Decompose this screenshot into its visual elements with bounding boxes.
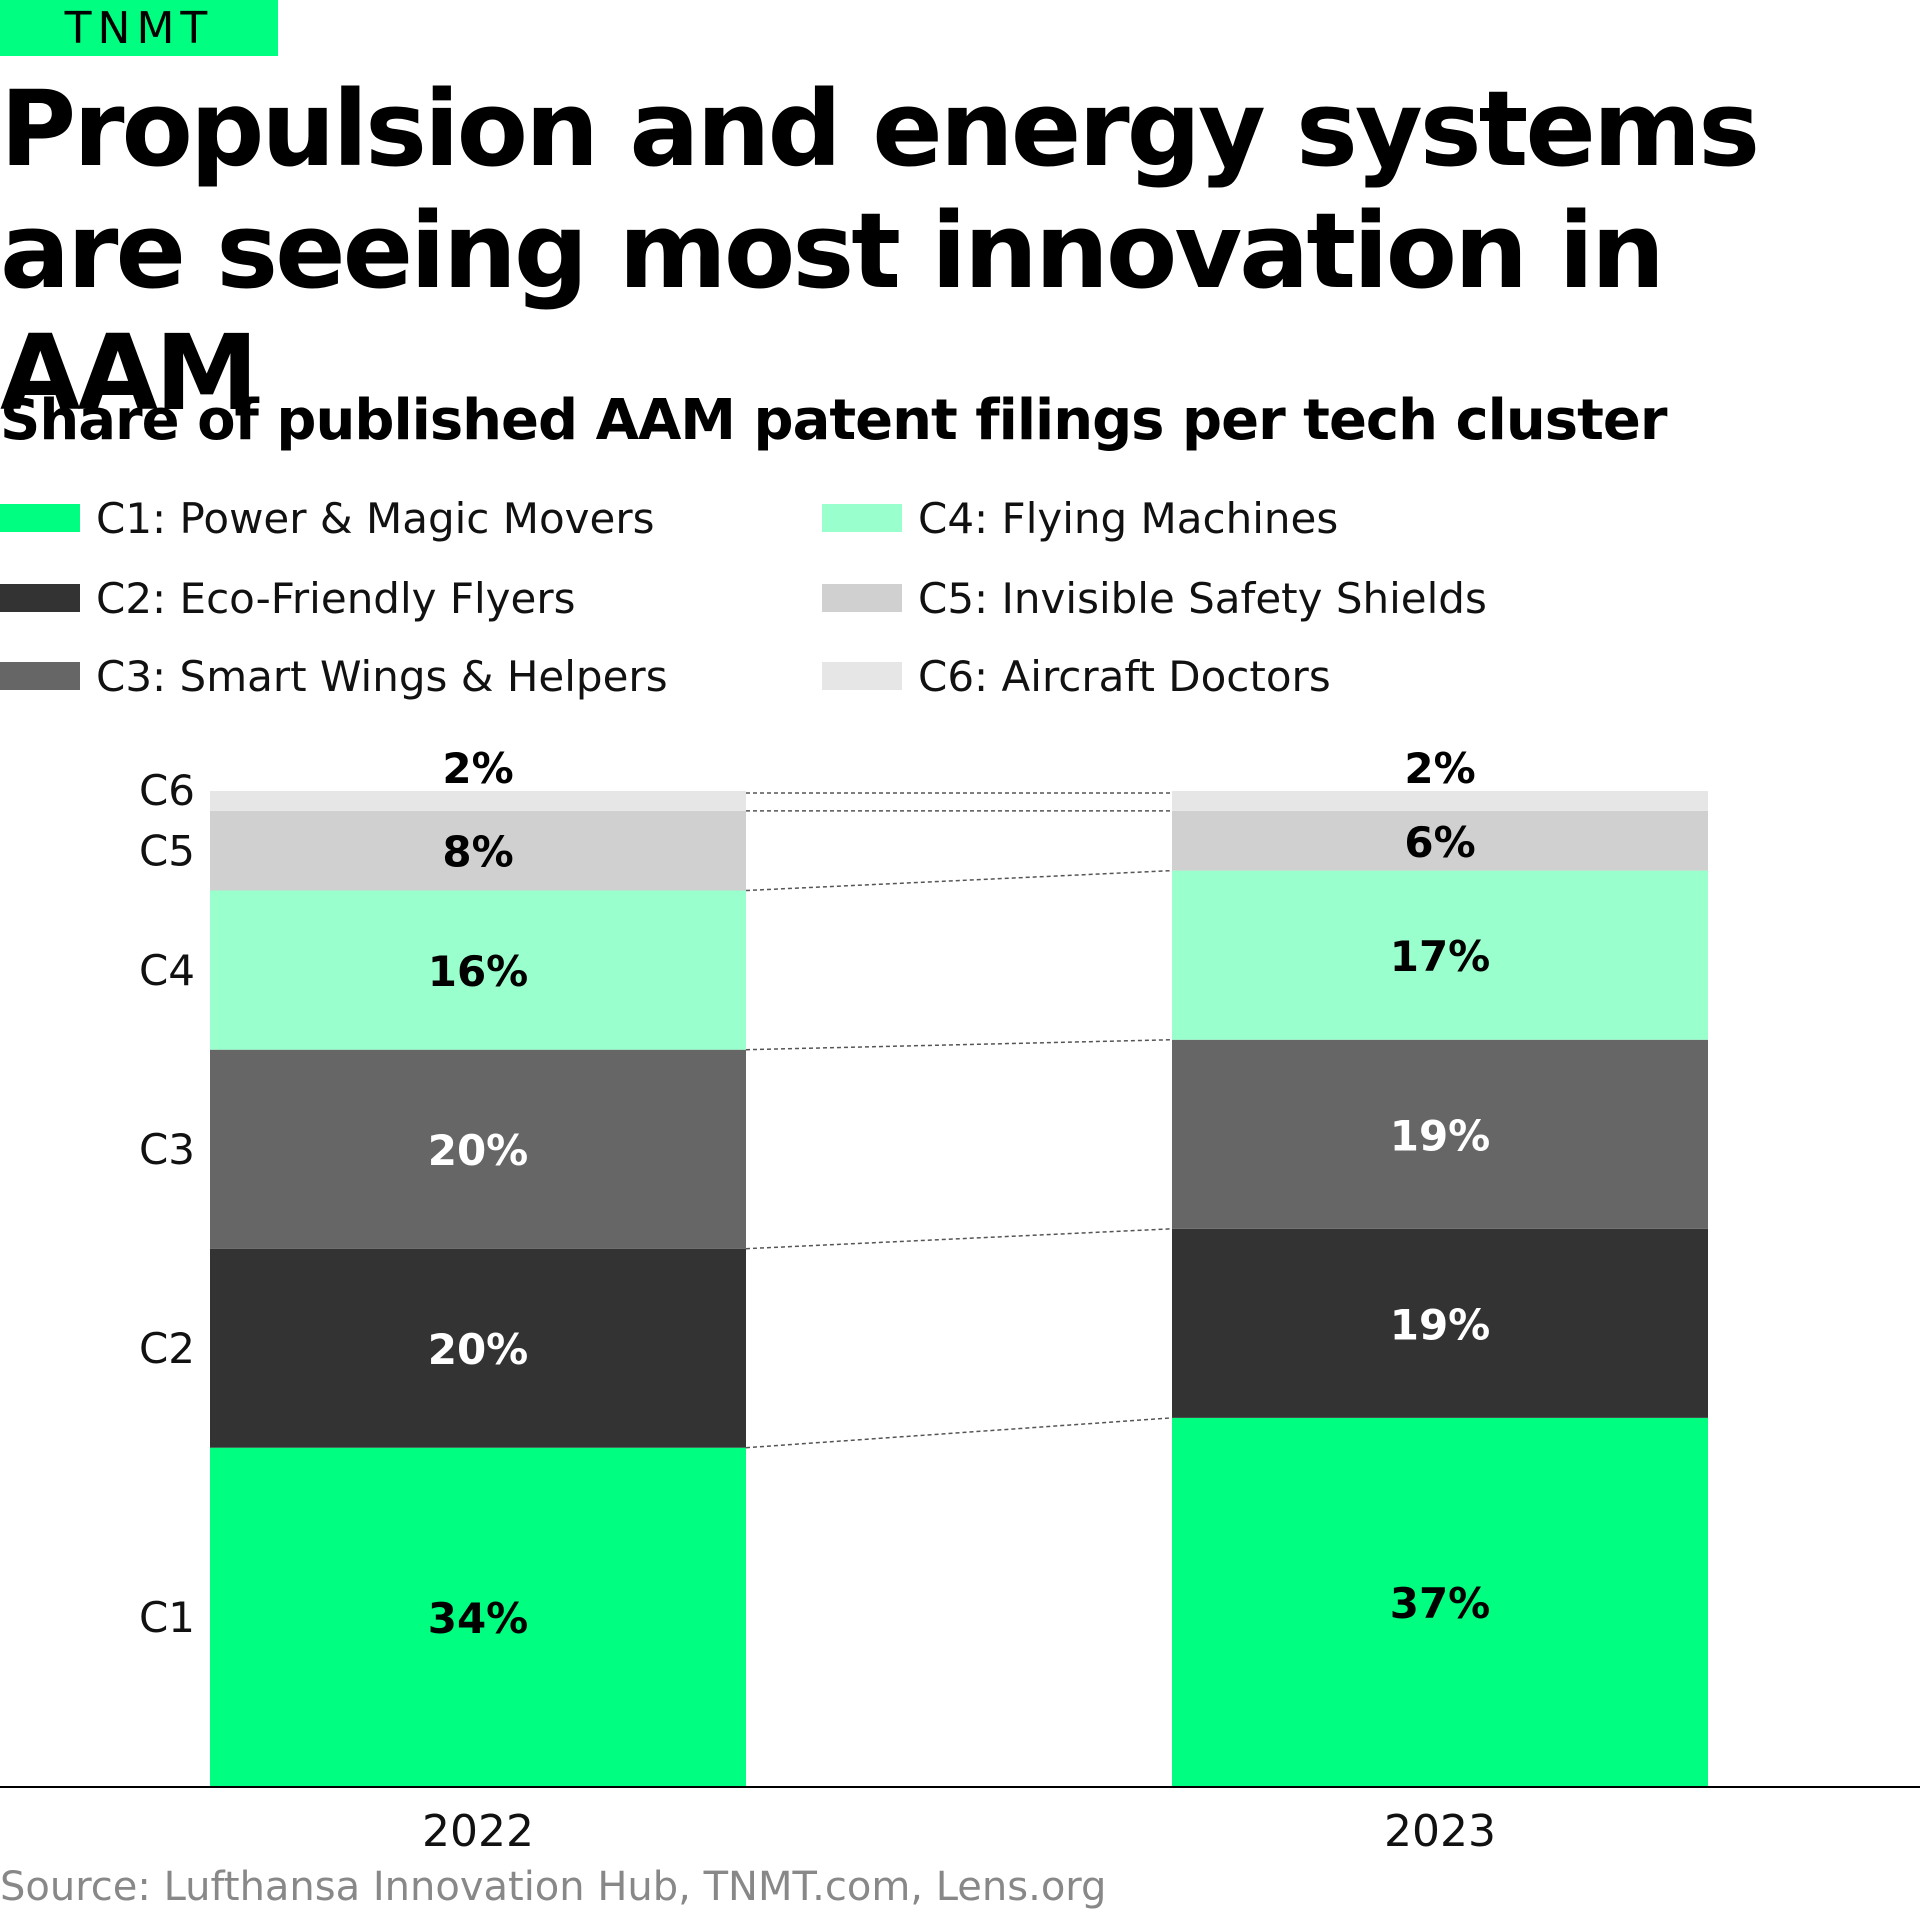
bar-c5-2023	[1172, 810, 1708, 871]
bar-c1-2022	[210, 1447, 746, 1786]
legend-item-c3: C3: Smart Wings & Helpers	[0, 646, 668, 706]
value-label-c3-2022: 20%	[428, 1126, 529, 1175]
connector-line-c1	[745, 1417, 1173, 1449]
legend-label-c1: C1: Power & Magic Movers	[96, 493, 655, 543]
legend-swatch-c4	[822, 504, 902, 532]
connector-line-c4	[745, 869, 1173, 892]
value-label-c4-2022: 16%	[428, 947, 529, 996]
cluster-label-c2: C2	[139, 1324, 195, 1373]
legend-item-c6: C6: Aircraft Doctors	[822, 646, 1331, 706]
value-label-c5-2022: 8%	[442, 828, 513, 877]
value-label-c2-2022: 20%	[428, 1325, 529, 1374]
value-label-c4-2023: 17%	[1390, 932, 1491, 981]
bar-c4-2022	[210, 890, 746, 1050]
legend-label-c4: C4: Flying Machines	[918, 493, 1339, 543]
bar-c2-2023	[1172, 1228, 1708, 1418]
bar-c3-2022	[210, 1049, 746, 1249]
bar-c2-2022	[210, 1248, 746, 1448]
legend-swatch-c3	[0, 662, 80, 690]
legend-item-c2: C2: Eco-Friendly Flyers	[0, 568, 576, 628]
value-label-c2-2023: 19%	[1390, 1300, 1491, 1349]
brand-name: TNMT	[64, 2, 214, 54]
value-label-c6-2022: 2%	[442, 744, 513, 793]
x-tick-label-2022: 2022	[422, 1806, 534, 1857]
brand-logo: TNMT	[0, 0, 278, 56]
x-tick-label-2023: 2023	[1384, 1806, 1496, 1857]
cluster-label-c5: C5	[139, 827, 195, 876]
source-note: Source: Lufthansa Innovation Hub, TNMT.c…	[0, 1864, 1107, 1910]
bar-c1-2023	[1172, 1417, 1708, 1786]
bar-c6-2023	[1172, 791, 1708, 811]
cluster-label-c3: C3	[139, 1125, 195, 1174]
value-label-c3-2023: 19%	[1390, 1111, 1491, 1160]
legend: C1: Power & Magic Movers C2: Eco-Friendl…	[0, 488, 1600, 718]
bar-c6-2022	[210, 791, 746, 811]
cluster-label-c6: C6	[139, 766, 195, 815]
bar-c5-2022	[210, 810, 746, 891]
bar-c4-2023	[1172, 870, 1708, 1040]
legend-swatch-c6	[822, 662, 902, 690]
value-label-c6-2023: 2%	[1404, 744, 1475, 793]
bar-c3-2023	[1172, 1039, 1708, 1229]
legend-item-c4: C4: Flying Machines	[822, 488, 1338, 548]
value-label-c1-2023: 37%	[1390, 1579, 1491, 1628]
page-title: Propulsion and energy systems are seeing…	[0, 68, 1760, 434]
stacked-bar-chart: 34% 20% 20% 16% 8% 2% 37% 19% 19% 17% 6% 2% C1 C2 C3 C4…	[0, 744, 1920, 1857]
cluster-label-c4: C4	[139, 946, 195, 995]
legend-item-c5: C5: Invisible Safety Shields	[822, 568, 1487, 628]
value-label-c1-2022: 34%	[428, 1594, 529, 1643]
legend-swatch-c2	[0, 584, 80, 612]
legend-swatch-c1	[0, 504, 80, 532]
legend-swatch-c5	[822, 584, 902, 612]
connector-line-c3	[745, 1039, 1173, 1051]
legend-item-c1: C1: Power & Magic Movers	[0, 488, 655, 548]
cluster-label-c1: C1	[139, 1593, 195, 1642]
legend-label-c6: C6: Aircraft Doctors	[918, 651, 1331, 701]
legend-label-c5: C5: Invisible Safety Shields	[918, 573, 1487, 623]
legend-label-c3: C3: Smart Wings & Helpers	[96, 651, 668, 701]
value-label-c5-2023: 6%	[1404, 818, 1475, 867]
connector-line-c2	[745, 1228, 1173, 1250]
legend-label-c2: C2: Eco-Friendly Flyers	[96, 573, 576, 623]
chart-subtitle: Share of published AAM patent filings pe…	[0, 388, 1667, 453]
